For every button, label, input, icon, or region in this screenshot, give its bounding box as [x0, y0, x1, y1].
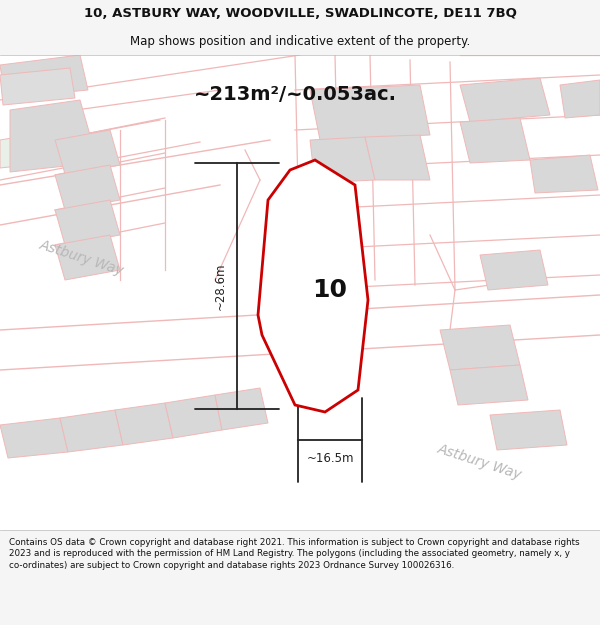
- Polygon shape: [310, 85, 430, 140]
- Polygon shape: [560, 80, 600, 118]
- Text: 10: 10: [313, 278, 347, 302]
- Text: Contains OS data © Crown copyright and database right 2021. This information is : Contains OS data © Crown copyright and d…: [9, 538, 580, 570]
- Text: Astbury Way: Astbury Way: [38, 238, 126, 278]
- Polygon shape: [0, 55, 88, 98]
- Polygon shape: [460, 118, 530, 163]
- Text: Map shows position and indicative extent of the property.: Map shows position and indicative extent…: [130, 35, 470, 48]
- Polygon shape: [55, 165, 120, 210]
- Polygon shape: [490, 410, 567, 450]
- Polygon shape: [10, 100, 90, 172]
- Polygon shape: [55, 235, 120, 280]
- Text: 10, ASTBURY WAY, WOODVILLE, SWADLINCOTE, DE11 7BQ: 10, ASTBURY WAY, WOODVILLE, SWADLINCOTE,…: [83, 8, 517, 20]
- Polygon shape: [530, 155, 598, 193]
- Polygon shape: [440, 325, 520, 370]
- Polygon shape: [165, 395, 222, 438]
- Text: Astbury Way: Astbury Way: [436, 442, 524, 483]
- Polygon shape: [0, 418, 68, 458]
- Polygon shape: [0, 135, 30, 168]
- Polygon shape: [480, 250, 548, 290]
- Polygon shape: [310, 137, 375, 183]
- Text: ~16.5m: ~16.5m: [306, 452, 354, 465]
- Text: ~213m²/~0.053ac.: ~213m²/~0.053ac.: [193, 86, 397, 104]
- Polygon shape: [115, 403, 173, 445]
- Polygon shape: [258, 160, 368, 412]
- Polygon shape: [60, 410, 123, 452]
- Polygon shape: [215, 388, 268, 430]
- Polygon shape: [365, 135, 430, 180]
- Polygon shape: [55, 130, 120, 174]
- Polygon shape: [0, 68, 75, 105]
- Polygon shape: [450, 365, 528, 405]
- Polygon shape: [55, 200, 120, 245]
- Text: ~28.6m: ~28.6m: [214, 262, 227, 310]
- Polygon shape: [460, 78, 550, 122]
